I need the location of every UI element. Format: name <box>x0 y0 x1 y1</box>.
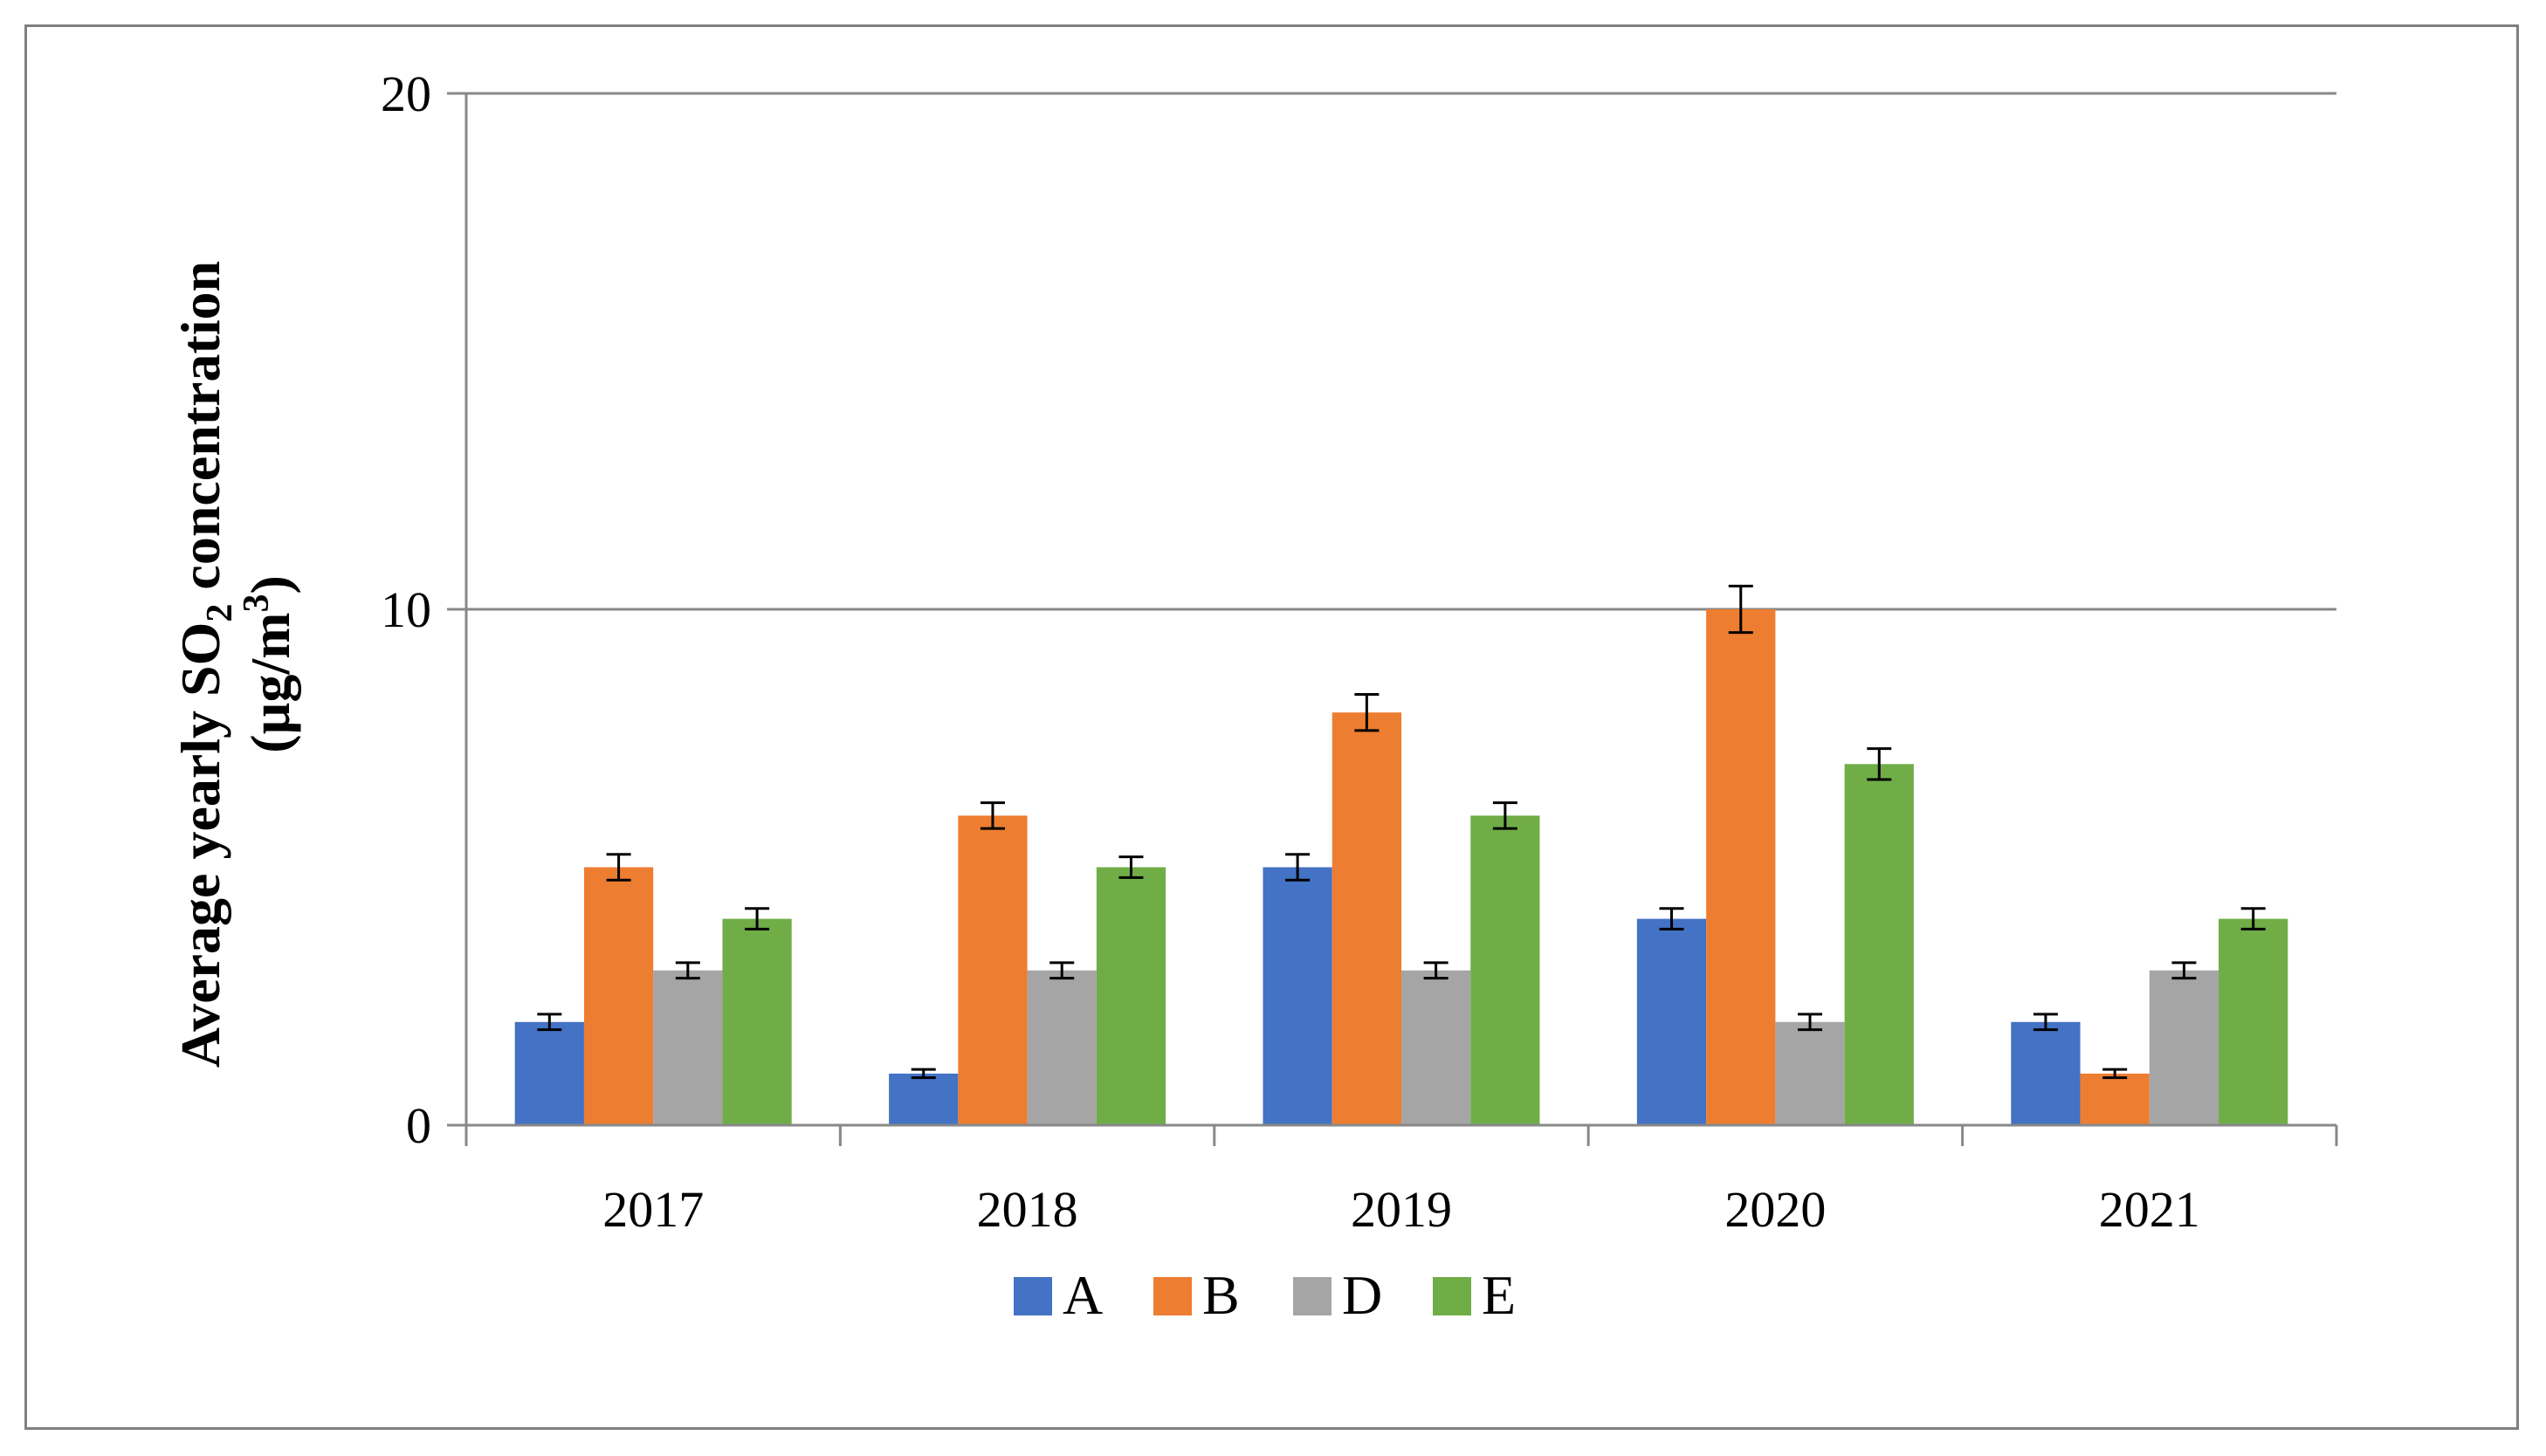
legend-label: A <box>1063 1264 1103 1326</box>
axes <box>447 93 2338 1146</box>
legend-swatch-D <box>1293 1277 1331 1315</box>
bar-E-2021 <box>2219 918 2288 1125</box>
x-tick-label: 2017 <box>602 1181 704 1238</box>
bar-A-2019 <box>1263 867 1332 1125</box>
bar-E-2020 <box>1844 764 1914 1125</box>
y-tick-labels: 0 10 20 <box>381 65 431 1154</box>
y-tick-label: 0 <box>406 1097 431 1154</box>
bar-B-2019 <box>1331 712 1401 1125</box>
bar-D-2021 <box>2149 970 2219 1125</box>
y-tick-label: 10 <box>381 581 431 638</box>
x-tick-label: 2019 <box>1351 1181 1452 1238</box>
x-tick-label: 2018 <box>977 1181 1078 1238</box>
legend-swatch-A <box>1014 1277 1052 1315</box>
bar-E-2017 <box>722 918 792 1125</box>
legend-label: E <box>1482 1264 1516 1326</box>
bar-D-2019 <box>1401 970 1471 1125</box>
y-axis-title-line2: (µg/m3) <box>237 575 301 753</box>
y-tick-label: 20 <box>381 65 431 122</box>
bar-E-2018 <box>1096 867 1166 1125</box>
bar-B-2020 <box>1706 609 1776 1125</box>
chart-svg: 0 10 20 2017 2018 2019 2020 2021 Average yearl… <box>169 65 2338 1326</box>
bar-D-2017 <box>653 970 723 1125</box>
bar-A-2021 <box>2011 1021 2081 1125</box>
legend-label: D <box>1342 1264 1382 1326</box>
bars <box>514 609 2288 1125</box>
legend-swatch-E <box>1433 1277 1471 1315</box>
bar-E-2019 <box>1470 815 1540 1125</box>
legend-swatch-B <box>1153 1277 1192 1315</box>
chart-frame: 0 10 20 2017 2018 2019 2020 2021 Average yearl… <box>24 24 2519 1430</box>
bar-A-2018 <box>889 1073 959 1125</box>
bar-A-2020 <box>1636 918 1707 1125</box>
bar-D-2018 <box>1027 970 1097 1125</box>
error-bars <box>537 584 2266 1080</box>
bar-B-2017 <box>583 867 654 1125</box>
bar-B-2021 <box>2080 1073 2150 1125</box>
x-tick-labels: 2017 2018 2019 2020 2021 <box>602 1181 2200 1238</box>
gridlines <box>447 92 2336 611</box>
x-tick-label: 2021 <box>2099 1181 2200 1238</box>
bar-D-2020 <box>1775 1021 1845 1125</box>
x-tick-label: 2020 <box>1724 1181 1826 1238</box>
bar-A-2017 <box>514 1021 584 1125</box>
y-axis-title-line1: Average yearly SO2 concentration <box>169 261 240 1068</box>
bar-B-2018 <box>958 815 1028 1125</box>
legend-label: B <box>1202 1264 1240 1326</box>
